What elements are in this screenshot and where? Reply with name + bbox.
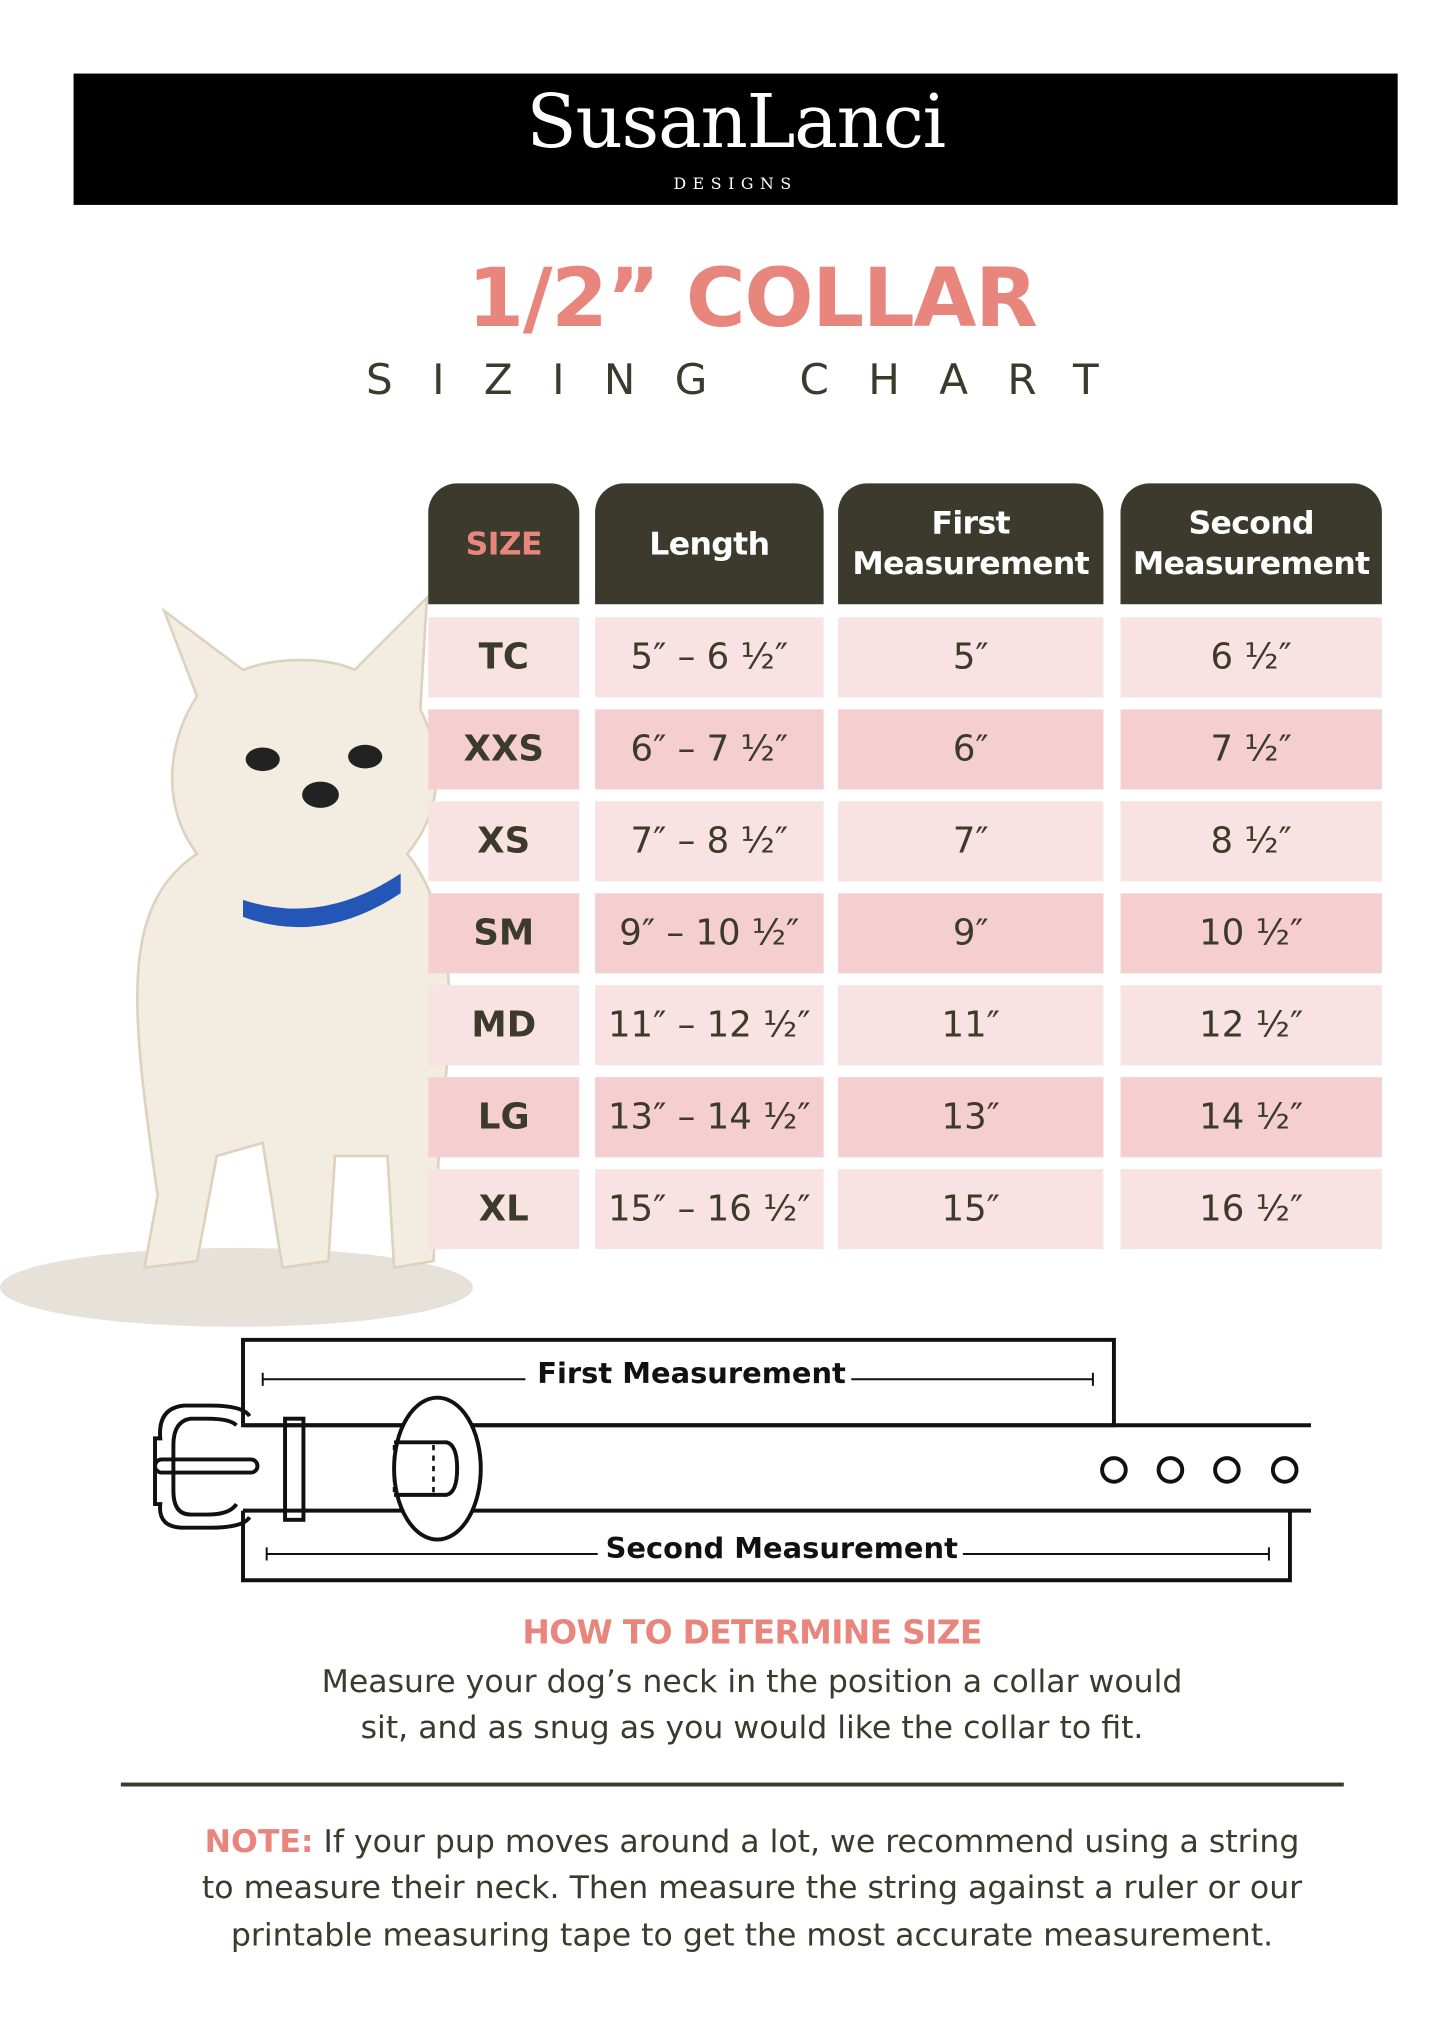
cell-size: SM [428,893,580,974]
first-measurement-label: First Measurement [532,1358,852,1393]
note-label: NOTE: [204,1823,314,1861]
collar-photo [243,873,401,928]
cell-first-measurement: 5″ [838,617,1104,698]
how-to-heading: HOW TO DETERMINE SIZE [522,1613,982,1652]
cell-length: 13″ – 14 ½″ [595,1077,824,1158]
second-measurement-box [241,1510,1292,1583]
cell-first-measurement: 13″ [838,1077,1104,1158]
cell-second-measurement: 8 ½″ [1120,801,1382,882]
page-title: 1/2” COLLAR [467,249,1037,346]
cell-size: XS [428,801,580,882]
cell-first-measurement: 9″ [838,893,1104,974]
collar-diagram [153,1337,1311,1583]
d-ring [392,1395,483,1542]
dog-photo [0,594,473,1327]
hole [1213,1456,1241,1484]
cell-second-measurement: 10 ½″ [1120,893,1382,974]
note-line-3: printable measuring tape to get the most… [230,1916,1274,1954]
cell-first-measurement: 11″ [838,985,1104,1066]
cell-length: 9″ – 10 ½″ [595,893,824,974]
cell-length: 5″ – 6 ½″ [595,617,824,698]
cell-size: XL [428,1169,580,1250]
page-subtitle: SIZING CHART [365,354,1139,405]
cell-size: MD [428,985,580,1066]
brand-logo-sub: DESIGNS [673,174,798,194]
cell-length: 7″ – 8 ½″ [595,801,824,882]
divider [120,1782,1344,1787]
brand-logo: SusanLanci [526,80,946,166]
header-first-measurement: First Measurement [838,483,1104,605]
cell-size: TC [428,617,580,698]
header-size: SIZE [428,483,580,605]
first-measurement-line [261,1372,1094,1386]
cell-second-measurement: 14 ½″ [1120,1077,1382,1158]
cell-size: LG [428,1077,580,1158]
hole [1270,1456,1299,1484]
cell-size: XXS [428,709,580,790]
cell-first-measurement: 15″ [838,1169,1104,1250]
cell-second-measurement: 12 ½″ [1120,985,1382,1066]
cell-second-measurement: 16 ½″ [1120,1169,1382,1250]
cell-second-measurement: 6 ½″ [1120,617,1382,698]
keeper-loop [283,1416,306,1522]
note-line-1: NOTE: If your pup moves around a lot, we… [0,1823,1445,1860]
second-measurement-label: Second Measurement [600,1532,964,1568]
cell-second-measurement: 7 ½″ [1120,709,1382,790]
hole [1156,1456,1185,1484]
brand-banner: SusanLanci DESIGNS [73,73,1398,205]
hole [1100,1456,1128,1484]
cell-first-measurement: 7″ [838,801,1104,882]
how-to-line-1: Measure your dog’s neck in the position … [321,1663,1183,1700]
note-line-2: to measure their neck. Then measure the … [201,1869,1303,1907]
second-measurement-line [265,1547,1270,1561]
cell-length: 6″ – 7 ½″ [595,709,824,790]
cell-length: 15″ – 16 ½″ [595,1169,824,1250]
cell-length: 11″ – 12 ½″ [595,985,824,1066]
note-text: If your pup moves around a lot, we recom… [313,1823,1300,1861]
cell-first-measurement: 6″ [838,709,1104,790]
header-second-measurement: Second Measurement [1120,483,1382,605]
how-to-line-2: sit, and as snug as you would like the c… [360,1708,1144,1746]
header-length: Length [595,483,824,605]
buckle-icon [153,1403,252,1530]
buckle-tongue [153,1457,260,1475]
